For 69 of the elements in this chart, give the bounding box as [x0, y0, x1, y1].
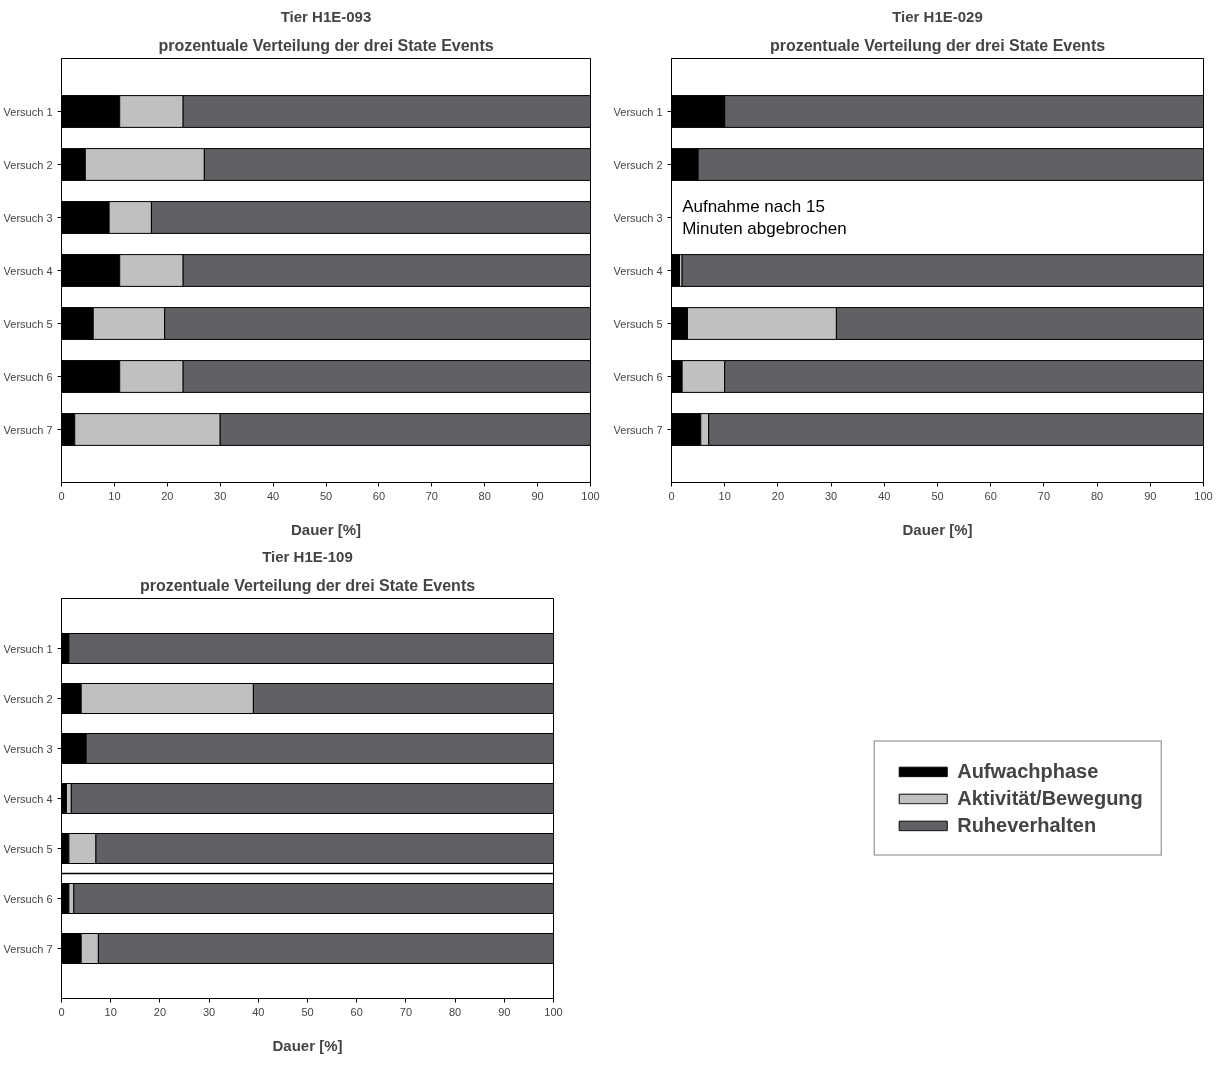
bar [70, 783, 554, 814]
x-axis-title: Dauer [%] [290, 520, 362, 538]
chart-subtitle: prozentuale Verteilung der drei State Events [769, 36, 1106, 54]
x-tick-label: 30 [214, 489, 227, 502]
y-tick-label: Versuch 6 [613, 370, 663, 383]
y-tick-label: Versuch 3 [3, 211, 53, 224]
x-tick-label: 30 [824, 489, 838, 502]
x-tick-label: 100 [581, 489, 600, 502]
y-tick-label: Versuch 1 [3, 105, 53, 118]
x-tick-label: 70 [425, 489, 438, 502]
y-tick-label: Versuch 2 [3, 158, 53, 171]
y-tick-label: Versuch 1 [3, 642, 53, 655]
x-tick-label: 90 [531, 489, 544, 502]
x-axis-title: Dauer [%] [272, 1036, 343, 1054]
chart-title: Tier H1E-093 [280, 7, 372, 25]
x-tick-label: 40 [252, 1005, 265, 1018]
y-tick-label: Versuch 7 [3, 423, 53, 436]
x-tick-label: 20 [153, 1005, 167, 1018]
y-tick-label: Versuch 3 [613, 211, 663, 224]
chart-subtitle: prozentuale Verteilung der drei State Events [139, 576, 476, 594]
y-tick-label: Versuch 7 [3, 942, 53, 955]
x-tick-label: 70 [1037, 489, 1051, 502]
x-tick-label: 10 [108, 489, 121, 502]
x-tick-label: 0 [58, 1005, 65, 1018]
x-tick-label: 80 [448, 1005, 462, 1018]
y-tick-label: Versuch 5 [613, 317, 663, 330]
x-tick-label: 30 [202, 1005, 216, 1018]
chart-title: Tier H1E-109 [262, 547, 353, 565]
x-tick-label: 10 [104, 1005, 117, 1018]
legend-label: Aktivität/Bewegung [957, 786, 1143, 810]
x-tick-label: 0 [58, 489, 65, 502]
y-tick-label: Versuch 2 [3, 692, 53, 705]
x-tick-label: 60 [372, 489, 386, 502]
y-tick-label: Versuch 6 [3, 892, 53, 905]
x-tick-label: 60 [350, 1005, 363, 1018]
chart-title: Tier H1E-029 [892, 7, 983, 25]
y-tick-label: Versuch 6 [3, 370, 53, 383]
x-tick-label: 80 [478, 489, 491, 502]
annotation: Aufnahme nach 15 Minuten abgebrochen [682, 196, 847, 239]
x-tick-label: 50 [931, 489, 944, 502]
x-tick-label: 70 [399, 1005, 413, 1018]
y-tick-label: Versuch 2 [613, 158, 663, 171]
y-tick-label: Versuch 5 [3, 842, 53, 855]
x-tick-label: 0 [668, 489, 675, 502]
legend-label: Aufwachphase [957, 759, 1099, 783]
y-tick-label: Versuch 1 [613, 105, 663, 118]
x-tick-label: 90 [1144, 489, 1157, 502]
legend-label: Ruheverhalten [957, 813, 1097, 837]
x-tick-label: 40 [266, 489, 280, 502]
x-tick-label: 20 [771, 489, 785, 502]
x-axis-title: Dauer [%] [902, 520, 973, 538]
y-tick-label: Versuch 4 [3, 792, 53, 805]
x-tick-label: 50 [319, 489, 333, 502]
x-tick-label: 20 [161, 489, 174, 502]
x-tick-label: 100 [1194, 489, 1213, 502]
x-tick-label: 50 [301, 1005, 314, 1018]
x-tick-label: 80 [1090, 489, 1104, 502]
chart-subtitle: prozentuale Verteilung der drei State Events [158, 36, 494, 54]
bar [681, 254, 1204, 287]
x-tick-label: 60 [984, 489, 997, 502]
y-tick-label: Versuch 3 [3, 742, 53, 755]
x-tick-label: 40 [878, 489, 891, 502]
y-tick-label: Versuch 5 [3, 317, 53, 330]
x-tick-label: 100 [544, 1005, 563, 1018]
x-tick-label: 90 [498, 1005, 511, 1018]
x-tick-label: 10 [718, 489, 731, 502]
y-tick-label: Versuch 7 [613, 423, 663, 436]
y-tick-label: Versuch 4 [3, 264, 53, 277]
y-tick-label: Versuch 4 [613, 264, 663, 277]
